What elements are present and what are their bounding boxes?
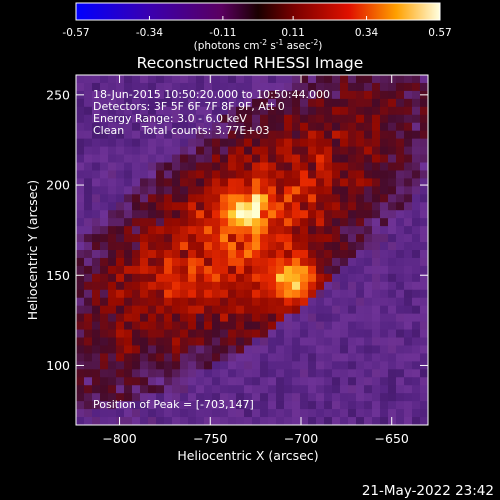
y-tick-label: 150 (46, 268, 70, 283)
y-tick-label: 200 (46, 178, 70, 193)
colorbar-tick-label: -0.11 (209, 27, 236, 39)
colorbar-ticks: -0.57 -0.34 -0.11 0.11 0.34 0.57 (62, 16, 452, 39)
peak-position-label: Position of Peak = [-703,147] (93, 398, 254, 411)
image-pixels (76, 75, 428, 425)
footer-timestamp: 21-May-2022 23:42 (362, 483, 494, 499)
x-tick-label: −750 (193, 431, 227, 446)
info-clean-counts: Clean Total counts: 3.77E+03 (93, 124, 270, 137)
colorbar-gradient (75, 2, 441, 21)
colorbar: -0.57 -0.34 -0.11 0.11 0.34 0.57 (photons cm-… (62, 2, 452, 52)
plot-title: Reconstructed RHESSI Image (137, 54, 364, 72)
axis-ticks: −800 −750 −700 −650 100 150 200 250 (46, 75, 428, 446)
colorbar-tick-label: -0.57 (62, 27, 89, 39)
colorbar-tick-label: 0.57 (428, 27, 451, 39)
colorbar-tick-label: -0.34 (136, 27, 163, 39)
colorbar-tick-label: 0.11 (281, 27, 304, 39)
y-tick-label: 100 (46, 358, 70, 373)
colorbar-units: (photons cm-2 s-1 asec-2) (194, 38, 323, 52)
plot-frame (75, 74, 429, 426)
x-tick-label: −800 (102, 431, 136, 446)
info-time-range: 18-Jun-2015 10:50:20.000 to 10:50:44.000 (93, 88, 330, 101)
y-axis-label: Heliocentric Y (arcsec) (25, 180, 40, 320)
image-annotations: 18-Jun-2015 10:50:20.000 to 10:50:44.000… (93, 88, 330, 411)
info-energy-range: Energy Range: 3.0 - 6.0 keV (93, 112, 247, 125)
x-tick-label: −700 (284, 431, 318, 446)
y-tick-label: 250 (46, 87, 70, 102)
x-tick-label: −650 (375, 431, 409, 446)
rhessi-image (76, 75, 428, 425)
info-detectors: Detectors: 3F 5F 6F 7F 8F 9F, Att 0 (93, 100, 285, 113)
x-axis-label: Heliocentric X (arcsec) (177, 448, 318, 463)
colorbar-tick-label: 0.34 (355, 27, 379, 39)
